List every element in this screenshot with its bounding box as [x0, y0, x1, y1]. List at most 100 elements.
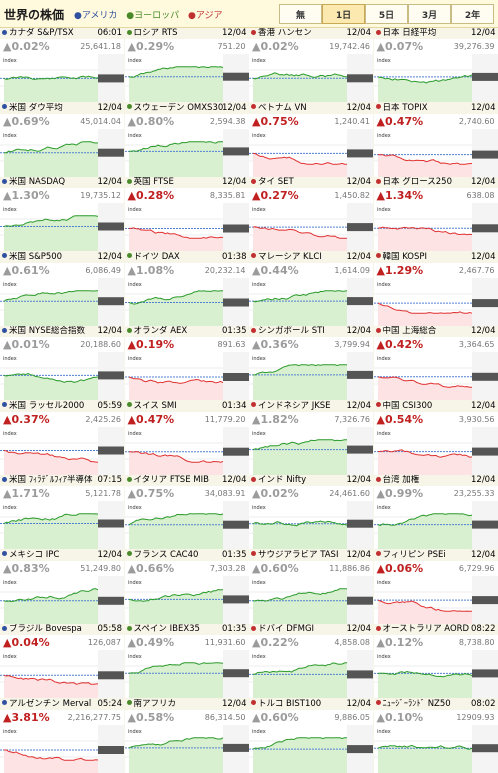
- market-cell[interactable]: マレーシア KLCI 12/04 ▲0.44% 1,614.09 index: [249, 251, 373, 326]
- intraday-chart[interactable]: index: [249, 203, 373, 251]
- market-name[interactable]: アルゼンチン Merval: [9, 698, 92, 709]
- market-name[interactable]: シンガポール STI: [258, 326, 325, 336]
- tab-2year[interactable]: 2年: [451, 4, 494, 24]
- market-name[interactable]: 香港 ハンセン: [258, 28, 312, 38]
- market-name[interactable]: ドバイ DFMGI: [258, 624, 315, 634]
- intraday-chart[interactable]: index: [124, 650, 249, 698]
- intraday-chart[interactable]: index: [124, 501, 249, 549]
- intraday-chart[interactable]: index: [124, 203, 249, 251]
- market-cell[interactable]: メキシコ IPC 12/04 ▲0.83% 51,249.80 index: [0, 549, 124, 624]
- market-cell[interactable]: 南アフリカ 12/04 ▲0.58% 86,314.50 index: [124, 698, 249, 773]
- market-cell[interactable]: 米国 NASDAQ 12/04 ▲1.30% 19,735.12 index: [0, 177, 124, 251]
- market-name[interactable]: ﾆｭｰｼﾞｰﾗﾝﾄﾞ NZ50: [382, 698, 451, 709]
- market-cell[interactable]: ブラジル Bovespa 05:58 ▲0.04% 126,087 index: [0, 624, 124, 698]
- market-name[interactable]: イタリア FTSE MIB: [133, 475, 209, 485]
- market-cell[interactable]: サウジアラビア TASI 12/04 ▲0.60% 11,886.86 index: [249, 549, 373, 624]
- intraday-chart[interactable]: index: [0, 650, 124, 698]
- market-cell[interactable]: ベトナム VN 12/04 ▲0.75% 1,240.41 index: [249, 102, 373, 177]
- intraday-chart[interactable]: index: [124, 277, 249, 326]
- market-cell[interactable]: フィリピン PSEi 12/04 ▲0.06% 6,729.96 index: [373, 549, 498, 624]
- market-name[interactable]: タイ SET: [258, 177, 294, 187]
- market-cell[interactable]: トルコ BIST100 12/04 ▲0.60% 9,886.05 index: [249, 698, 373, 773]
- intraday-chart[interactable]: index: [373, 277, 498, 326]
- market-cell[interactable]: 米国 ダウ平均 12/04 ▲0.69% 45,014.04 index: [0, 102, 124, 177]
- tab-1day[interactable]: 1日: [322, 4, 365, 24]
- intraday-chart[interactable]: index: [124, 54, 249, 102]
- tab-5day[interactable]: 5日: [365, 4, 408, 24]
- region-asia[interactable]: ●アジア: [188, 11, 223, 21]
- market-name[interactable]: メキシコ IPC: [9, 549, 60, 560]
- market-cell[interactable]: 日本 グロース250 12/04 ▲1.34% 638.08 index: [373, 177, 498, 251]
- intraday-chart[interactable]: index: [373, 203, 498, 251]
- intraday-chart[interactable]: index: [373, 501, 498, 549]
- market-name[interactable]: トルコ BIST100: [258, 698, 322, 709]
- intraday-chart[interactable]: index: [249, 426, 373, 475]
- market-name[interactable]: カナダ S&P/TSX: [9, 28, 74, 38]
- market-cell[interactable]: ドイツ DAX 01:38 ▲1.08% 20,232.14 index: [124, 251, 249, 326]
- market-name[interactable]: 米国 NYSE総合指数: [9, 326, 86, 336]
- intraday-chart[interactable]: index: [373, 575, 498, 624]
- market-cell[interactable]: 米国 ラッセル2000 05:59 ▲0.37% 2,425.26 index: [0, 400, 124, 475]
- market-name[interactable]: ベトナム VN: [258, 102, 307, 113]
- market-name[interactable]: マレーシア KLCI: [258, 251, 322, 262]
- intraday-chart[interactable]: index: [124, 426, 249, 475]
- market-cell[interactable]: スイス SMI 01:34 ▲0.47% 11,779.20 index: [124, 400, 249, 475]
- intraday-chart[interactable]: index: [249, 54, 373, 102]
- intraday-chart[interactable]: index: [249, 501, 373, 549]
- market-name[interactable]: 南アフリカ: [133, 698, 177, 709]
- tab-3month[interactable]: 3月: [408, 4, 451, 24]
- market-name[interactable]: スペイン IBEX35: [133, 624, 200, 634]
- market-name[interactable]: ブラジル Bovespa: [9, 624, 82, 634]
- market-name[interactable]: オーストラリア AORD: [382, 624, 470, 634]
- market-name[interactable]: 台湾 加権: [382, 475, 420, 485]
- market-cell[interactable]: ドバイ DFMGI 12/04 ▲0.22% 4,858.08 index: [249, 624, 373, 698]
- market-cell[interactable]: 米国 NYSE総合指数 12/04 ▲0.01% 20,188.60 index: [0, 326, 124, 400]
- intraday-chart[interactable]: index: [0, 575, 124, 624]
- intraday-chart[interactable]: index: [124, 352, 249, 400]
- intraday-chart[interactable]: index: [124, 724, 249, 773]
- market-cell[interactable]: スウェーデン OMXS30 12/04 ▲0.80% 2,594.38 index: [124, 102, 249, 177]
- intraday-chart[interactable]: index: [249, 277, 373, 326]
- market-cell[interactable]: アルゼンチン Merval 05:24 ▲3.81% 2,216,277.75 inde…: [0, 698, 124, 773]
- intraday-chart[interactable]: index: [0, 277, 124, 326]
- market-name[interactable]: スイス SMI: [133, 400, 177, 411]
- intraday-chart[interactable]: index: [0, 426, 124, 475]
- market-cell[interactable]: フランス CAC40 01:35 ▲0.66% 7,303.28 index: [124, 549, 249, 624]
- intraday-chart[interactable]: index: [0, 128, 124, 177]
- market-name[interactable]: インドネシア JKSE: [258, 400, 331, 411]
- intraday-chart[interactable]: index: [249, 575, 373, 624]
- market-cell[interactable]: インドネシア JKSE 12/04 ▲1.82% 7,326.76 index: [249, 400, 373, 475]
- market-name[interactable]: 中国 上海総合: [382, 326, 437, 336]
- market-cell[interactable]: オランダ AEX 01:35 ▲0.19% 891.63 index: [124, 326, 249, 400]
- market-cell[interactable]: スペイン IBEX35 01:35 ▲0.49% 11,931.60 index: [124, 624, 249, 698]
- tab-none[interactable]: 無: [279, 4, 322, 24]
- intraday-chart[interactable]: index: [249, 724, 373, 773]
- market-cell[interactable]: 米国 S&P500 12/04 ▲0.61% 6,086.49 index: [0, 251, 124, 326]
- market-cell[interactable]: インド Nifty 12/04 ▲0.02% 24,461.60 index: [249, 475, 373, 549]
- market-name[interactable]: スウェーデン OMXS30: [133, 102, 224, 113]
- intraday-chart[interactable]: index: [124, 128, 249, 177]
- intraday-chart[interactable]: index: [0, 501, 124, 549]
- market-name[interactable]: 日本 日経平均: [382, 28, 437, 38]
- market-cell[interactable]: ﾆｭｰｼﾞｰﾗﾝﾄﾞ NZ50 08:02 ▲0.10% 12909.93 index: [373, 698, 498, 773]
- market-name[interactable]: 韓国 KOSPI: [382, 251, 428, 262]
- market-cell[interactable]: 米国 ﾌｨﾗﾃﾞﾙﾌｨｱ半導体 07:15 ▲1.71% 5,121.78 index: [0, 475, 124, 549]
- intraday-chart[interactable]: index: [249, 352, 373, 400]
- intraday-chart[interactable]: index: [124, 575, 249, 624]
- market-cell[interactable]: 中国 上海総合 12/04 ▲0.42% 3,364.65 index: [373, 326, 498, 400]
- market-cell[interactable]: 日本 TOPIX 12/04 ▲0.47% 2,740.60 index: [373, 102, 498, 177]
- market-cell[interactable]: 香港 ハンセン 12/04 ▲0.02% 19,742.46 index: [249, 28, 373, 102]
- market-name[interactable]: 米国 NASDAQ: [9, 177, 66, 187]
- market-cell[interactable]: イタリア FTSE MIB 12/04 ▲0.75% 34,083.91 index: [124, 475, 249, 549]
- region-america[interactable]: ●アメリカ: [74, 11, 118, 21]
- intraday-chart[interactable]: index: [373, 128, 498, 177]
- market-cell[interactable]: オーストラリア AORD 08:22 ▲0.12% 8,738.80 index: [373, 624, 498, 698]
- market-name[interactable]: 米国 ラッセル2000: [9, 400, 85, 411]
- intraday-chart[interactable]: index: [0, 203, 124, 251]
- market-name[interactable]: 日本 グロース250: [382, 177, 453, 187]
- market-name[interactable]: 日本 TOPIX: [382, 102, 428, 113]
- market-cell[interactable]: 台湾 加権 12/04 ▲0.99% 23,255.33 index: [373, 475, 498, 549]
- intraday-chart[interactable]: index: [373, 352, 498, 400]
- market-cell[interactable]: カナダ S&P/TSX 06:01 ▲0.02% 25,641.18 index: [0, 28, 124, 102]
- market-cell[interactable]: 中国 CSI300 12/04 ▲0.54% 3,930.56 index: [373, 400, 498, 475]
